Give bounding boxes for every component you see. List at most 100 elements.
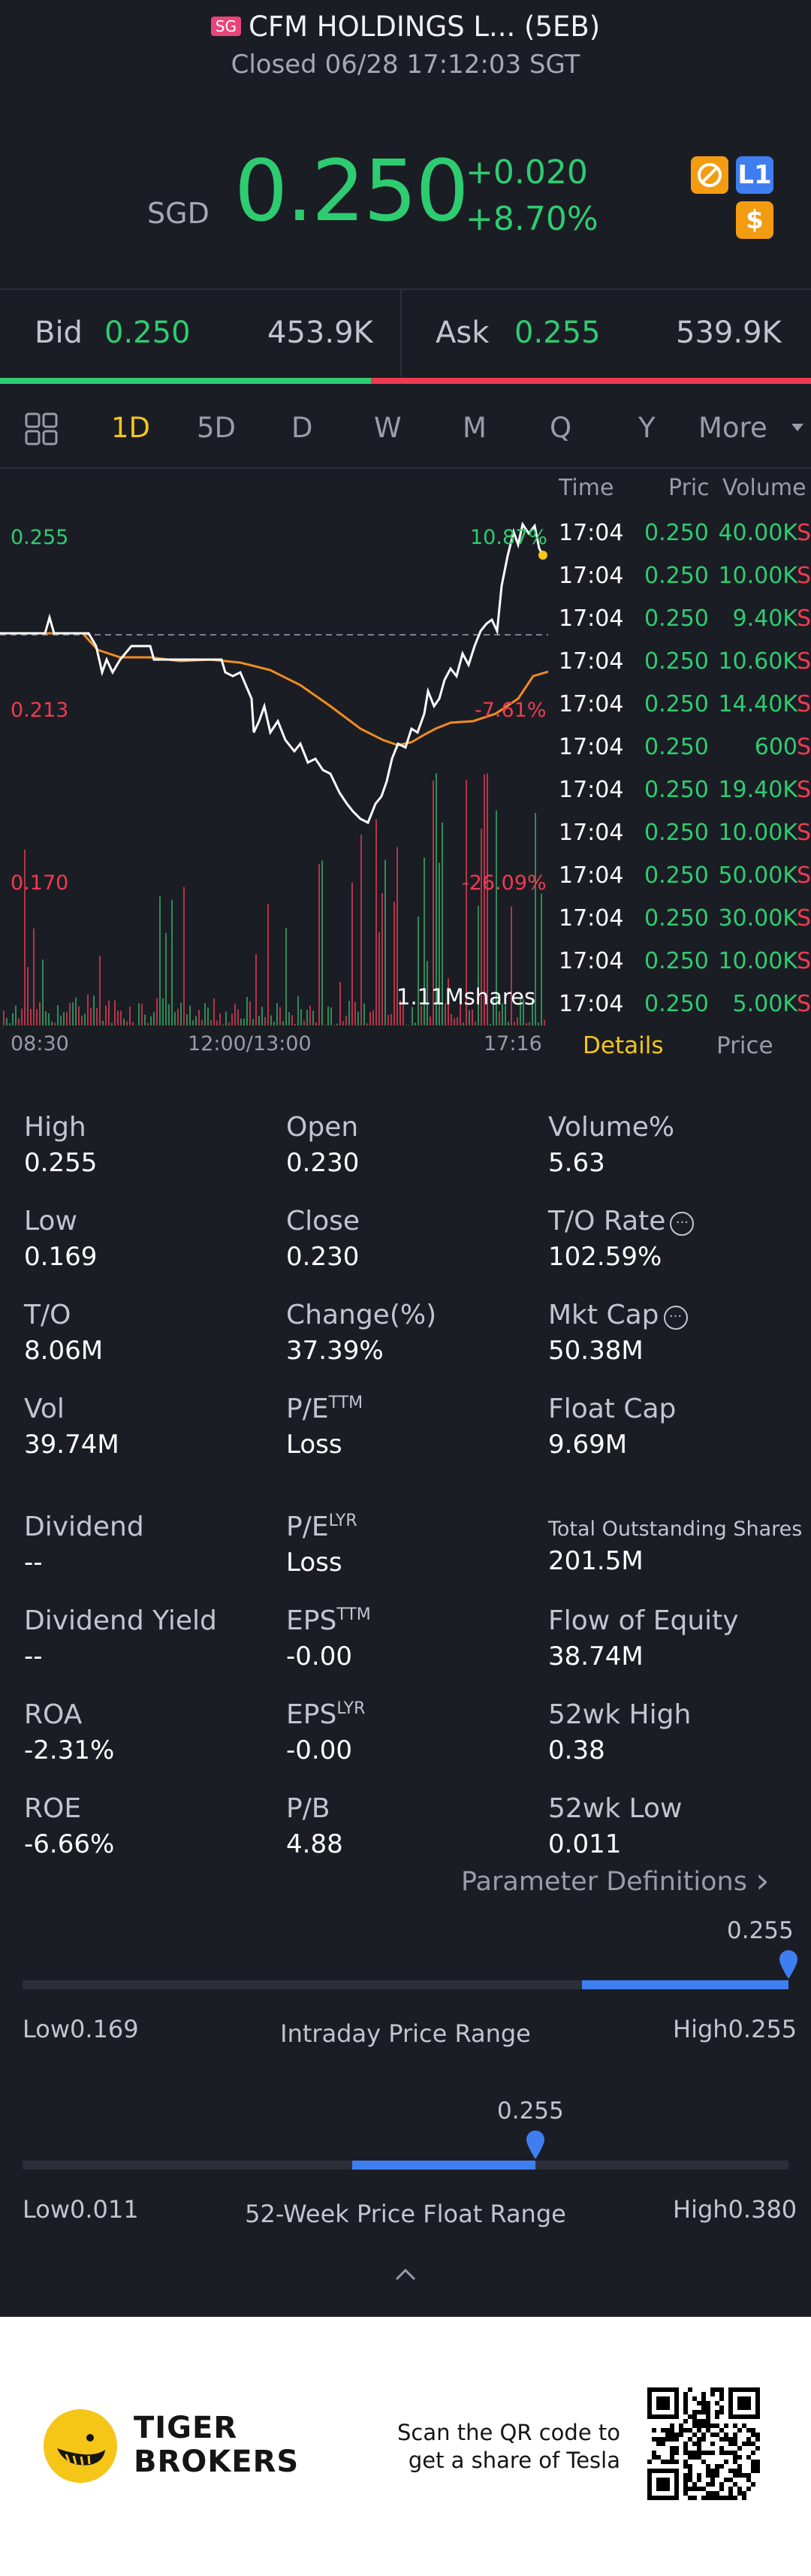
- stat-label-volpct: Volume%: [548, 1112, 675, 1143]
- stat-label-to-rate: T/O Rate ···: [548, 1206, 695, 1237]
- stat-high: 0.255: [24, 1148, 98, 1178]
- volume-bar: [93, 995, 95, 1025]
- trade-price: 0.250: [644, 691, 709, 717]
- trade-volume: 14.40K: [718, 691, 797, 717]
- volume-bar: [255, 953, 257, 1025]
- tab-q[interactable]: Q: [550, 412, 572, 444]
- tab-1d[interactable]: 1D: [111, 412, 151, 444]
- info-icon[interactable]: ···: [663, 1306, 688, 1330]
- volume-bar: [487, 773, 488, 1025]
- layout-grid-icon[interactable]: [24, 412, 60, 449]
- 52wk-range-current: 0.255: [497, 2097, 564, 2125]
- volume-bar: [6, 1018, 8, 1025]
- volume-bar: [433, 781, 434, 1025]
- level1-icon[interactable]: L1: [736, 156, 773, 194]
- tab-d[interactable]: D: [291, 412, 313, 444]
- volume-bar: [123, 1018, 125, 1025]
- location-pin-icon: [776, 1949, 800, 1983]
- promo-text-line1: Scan the QR code to: [397, 2420, 620, 2445]
- stat-label-pe-lyr: P/ELYR: [286, 1511, 357, 1542]
- volume-bar: [351, 882, 353, 1025]
- stat-mktcap: 50.38M: [548, 1336, 644, 1366]
- tab-5d[interactable]: 5D: [197, 412, 237, 444]
- stat-52wk-low: 0.011: [548, 1829, 622, 1859]
- stat-eps-lyr: -0.00: [286, 1735, 352, 1765]
- brand-name-line2: BROKERS: [134, 2445, 300, 2479]
- tab-w[interactable]: W: [374, 412, 402, 444]
- volume-bar: [171, 899, 173, 1025]
- qr-code[interactable]: [647, 2387, 760, 2500]
- volume-bar: [174, 1012, 176, 1025]
- volume-bar: [348, 1001, 350, 1025]
- tab-price[interactable]: Price: [716, 1032, 773, 1059]
- trade-row: 17:04 0.250 19.40K S: [559, 777, 811, 820]
- volume-bar: [321, 860, 323, 1025]
- volume-bar: [156, 998, 158, 1025]
- volume-bar: [69, 1003, 71, 1025]
- volume-bar: [276, 1003, 278, 1025]
- volume-bar: [108, 1000, 110, 1025]
- intraday-range-title: Intraday Price Range: [280, 2019, 531, 2048]
- stat-label-changepct: Change(%): [286, 1300, 437, 1330]
- stat-52wk-high: 0.38: [548, 1735, 605, 1765]
- volume-bar: [138, 1003, 140, 1025]
- intraday-chart[interactable]: [0, 473, 549, 1029]
- volume-bar: [246, 997, 248, 1025]
- trade-row: 17:04 0.250 9.40K S: [559, 605, 811, 648]
- volume-bar: [418, 916, 419, 1025]
- volume-bar: [273, 1022, 275, 1025]
- tab-more[interactable]: More: [698, 412, 767, 444]
- trade-time: 17:04: [559, 648, 624, 675]
- tiger-brokers-logo: [44, 2409, 117, 2483]
- info-icon[interactable]: ···: [670, 1212, 695, 1236]
- stat-label-to: T/O: [24, 1300, 71, 1330]
- brand-name-line1: TIGER: [134, 2411, 238, 2445]
- trade-side: S: [796, 905, 811, 932]
- trade-row: 17:04 0.250 10.60K S: [559, 648, 811, 691]
- volume-bars: [3, 773, 545, 1025]
- last-price-dot: [538, 551, 547, 560]
- ask-ratio-bar: [370, 378, 811, 384]
- no-short-icon[interactable]: [691, 156, 728, 194]
- tab-details[interactable]: Details: [583, 1032, 664, 1059]
- time-mid: 12:00/13:00: [188, 1032, 312, 1055]
- trade-volume: 10.00K: [718, 948, 797, 974]
- chevron-down-icon[interactable]: [790, 421, 805, 436]
- tab-m[interactable]: M: [463, 412, 487, 444]
- volume-bar: [18, 1018, 20, 1025]
- stat-vol: 39.74M: [24, 1430, 119, 1460]
- trade-side: S: [796, 991, 811, 1017]
- parameter-definitions-link[interactable]: Parameter Definitions ›: [461, 1860, 770, 1901]
- volume-bar: [264, 1016, 266, 1025]
- market-badge: SG: [210, 17, 241, 36]
- tab-y[interactable]: Y: [638, 412, 656, 444]
- volume-bar: [369, 1011, 371, 1025]
- trade-side: S: [796, 862, 811, 889]
- stat-label-52wk-low: 52wk Low: [548, 1793, 683, 1824]
- dollar-icon[interactable]: $: [736, 201, 773, 239]
- trade-volume: 600: [754, 734, 797, 760]
- stat-label-close: Close: [286, 1206, 360, 1237]
- volume-bar: [228, 1022, 230, 1025]
- volume-bar: [237, 1009, 239, 1025]
- currency-label: SGD: [147, 197, 210, 230]
- chevron-up-icon[interactable]: [393, 2266, 418, 2285]
- stat-dividend: --: [24, 1548, 43, 1578]
- volume-bar: [330, 1007, 332, 1025]
- volume-bar: [150, 1016, 152, 1025]
- trade-volume: 10.00K: [718, 820, 797, 846]
- volume-bar: [207, 1007, 209, 1025]
- trade-time: 17:04: [559, 862, 624, 889]
- volume-bar: [481, 829, 482, 1025]
- last-price: 0.250: [234, 143, 469, 240]
- volume-bar: [57, 1004, 59, 1025]
- volume-bar: [42, 959, 44, 1025]
- volume-bar: [454, 1018, 455, 1025]
- volume-bar: [327, 1006, 329, 1025]
- price-line: [0, 521, 544, 825]
- stat-low: 0.169: [24, 1242, 98, 1272]
- intraday-range-current: 0.255: [727, 1917, 794, 1944]
- volume-bar: [198, 1010, 200, 1025]
- volume-bar: [505, 1005, 506, 1025]
- volume-bar: [147, 1022, 149, 1025]
